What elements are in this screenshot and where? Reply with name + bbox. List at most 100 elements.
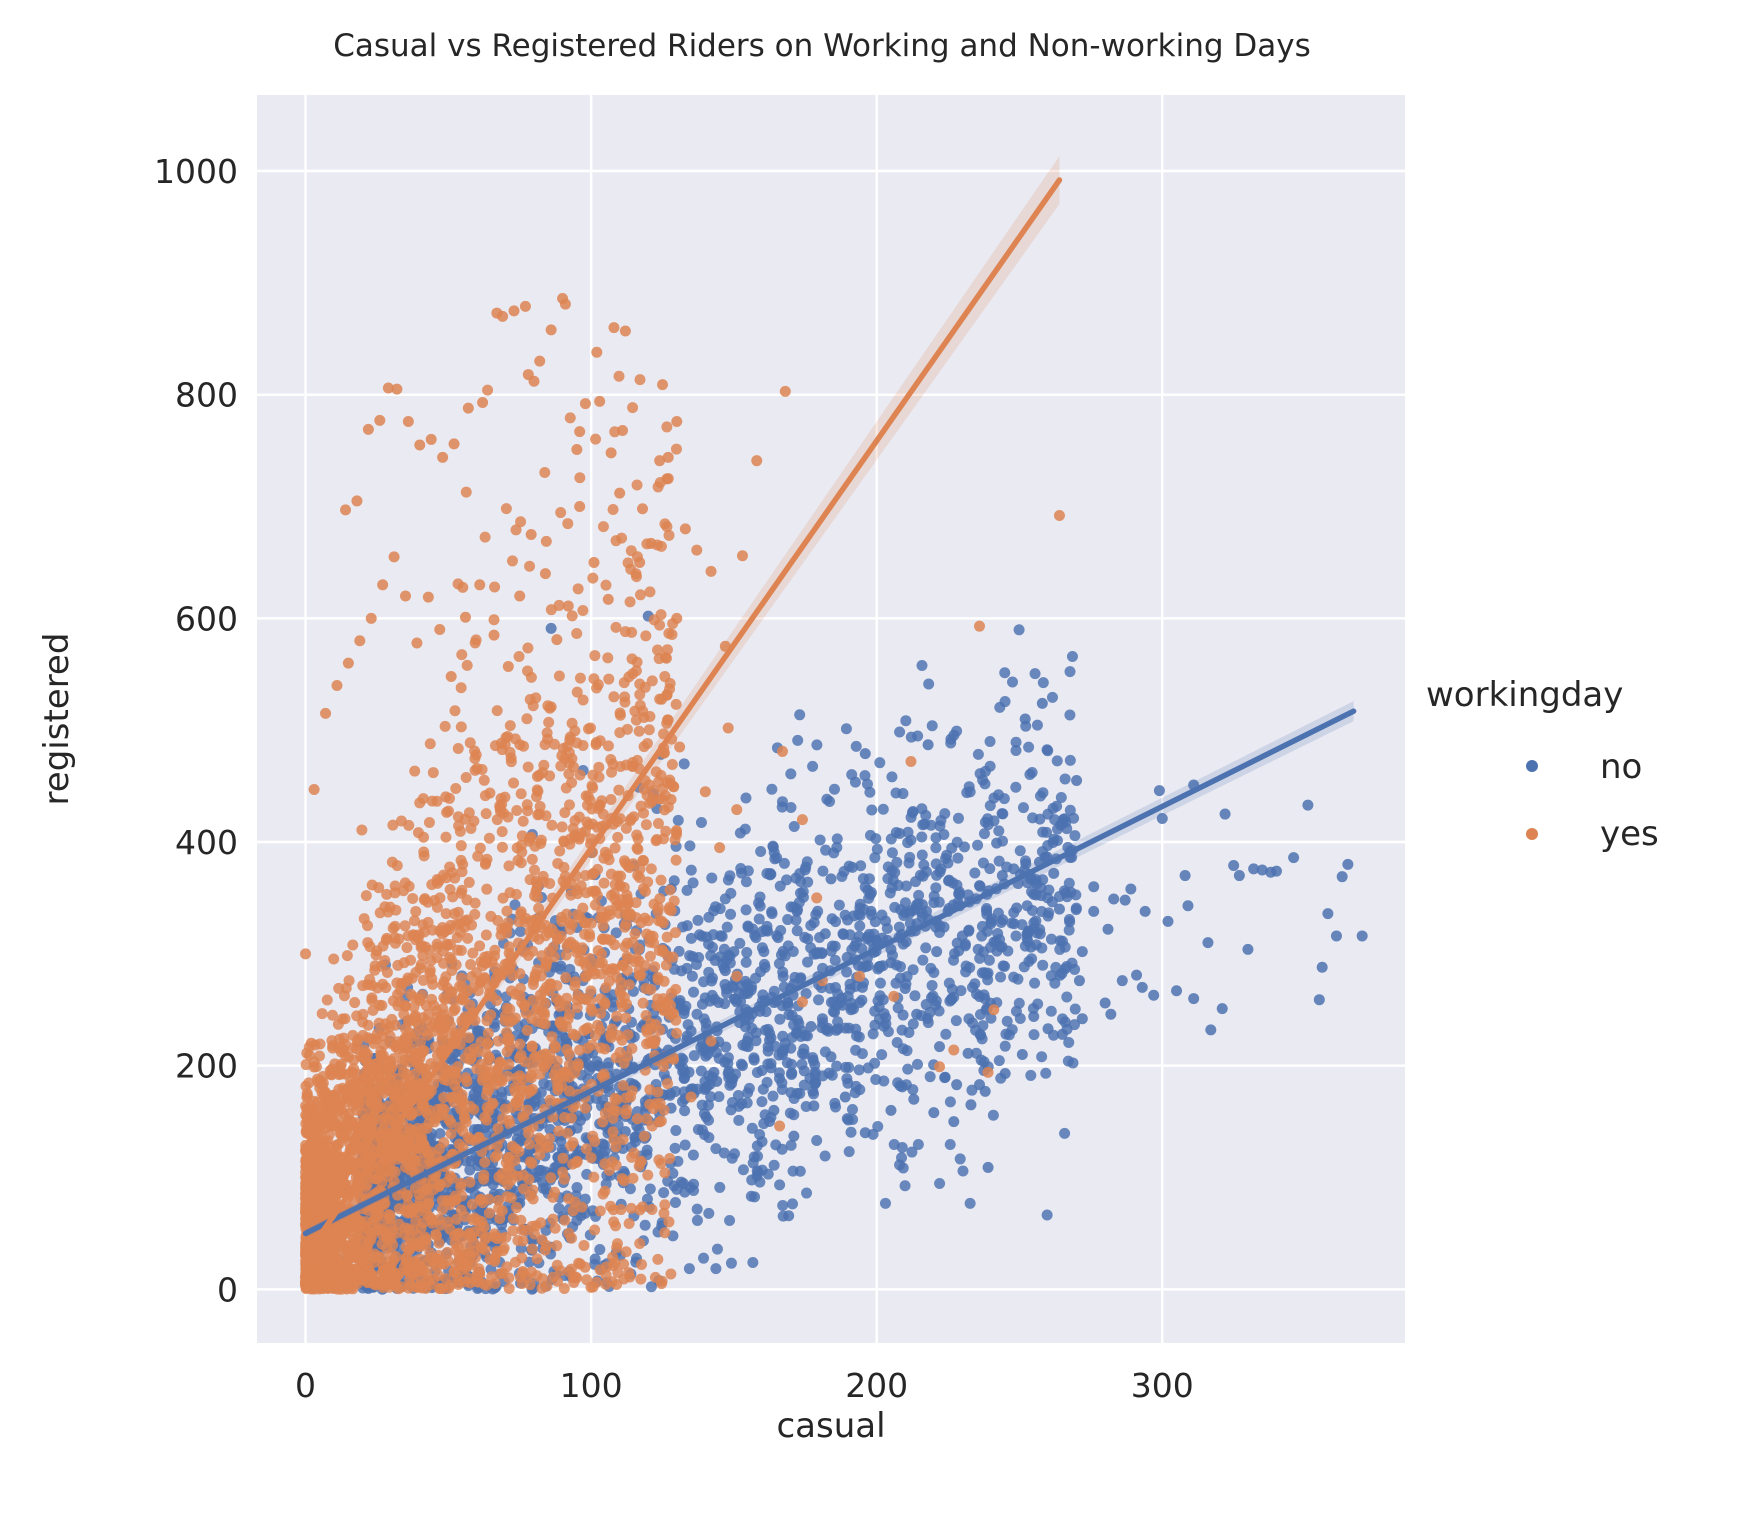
data-point-yes bbox=[521, 713, 533, 725]
data-point-yes bbox=[466, 1198, 478, 1210]
data-point-no bbox=[1016, 919, 1028, 931]
data-point-yes bbox=[640, 819, 652, 831]
data-point-no bbox=[776, 801, 788, 813]
data-point-yes bbox=[636, 1259, 648, 1271]
data-point-yes bbox=[347, 939, 359, 951]
data-point-no bbox=[965, 1099, 977, 1111]
data-point-yes bbox=[641, 1026, 653, 1038]
data-point-yes bbox=[496, 841, 508, 853]
data-point-yes bbox=[620, 1104, 632, 1116]
data-point-no bbox=[1156, 813, 1168, 825]
data-point-no bbox=[996, 870, 1008, 882]
data-point-yes bbox=[438, 1137, 450, 1149]
data-point-yes bbox=[668, 895, 680, 907]
data-point-no bbox=[684, 1181, 696, 1193]
data-point-no bbox=[703, 911, 715, 923]
data-point-yes bbox=[483, 832, 495, 844]
data-point-no bbox=[1042, 892, 1054, 904]
data-point-no bbox=[1028, 917, 1040, 929]
data-point-no bbox=[930, 921, 942, 933]
data-point-no bbox=[1064, 754, 1076, 766]
data-point-no bbox=[910, 876, 922, 888]
data-point-no bbox=[758, 1118, 770, 1130]
data-point-yes bbox=[620, 1246, 632, 1258]
data-point-no bbox=[685, 1025, 697, 1037]
data-point-yes bbox=[611, 1278, 623, 1290]
data-point-yes bbox=[460, 486, 472, 498]
data-point-no bbox=[904, 918, 916, 930]
data-point-yes bbox=[634, 1238, 646, 1250]
data-point-no bbox=[999, 667, 1011, 679]
data-point-no bbox=[695, 1065, 707, 1077]
data-point-no bbox=[1067, 1057, 1079, 1069]
data-point-yes bbox=[658, 1207, 670, 1219]
data-point-no bbox=[747, 1157, 759, 1169]
data-point-no bbox=[669, 1197, 681, 1209]
data-point-yes bbox=[670, 854, 682, 866]
data-point-no bbox=[969, 867, 981, 879]
data-point-no bbox=[792, 734, 804, 746]
data-point-yes bbox=[469, 897, 481, 909]
data-point-yes bbox=[459, 1113, 471, 1125]
data-point-no bbox=[811, 948, 823, 960]
data-point-no bbox=[1028, 1010, 1040, 1022]
data-point-no bbox=[1051, 755, 1063, 767]
data-point-no bbox=[999, 1040, 1011, 1052]
data-point-no bbox=[977, 857, 989, 869]
data-point-no bbox=[788, 1130, 800, 1142]
data-point-no bbox=[1025, 941, 1037, 953]
data-point-yes bbox=[612, 1267, 624, 1279]
data-point-yes bbox=[659, 1199, 671, 1211]
data-point-yes bbox=[530, 1004, 542, 1016]
data-point-yes bbox=[666, 987, 678, 999]
data-point-no bbox=[952, 852, 964, 864]
data-point-no bbox=[1031, 878, 1043, 890]
data-point-no bbox=[902, 837, 914, 849]
data-point-yes bbox=[479, 1156, 491, 1168]
data-point-yes bbox=[528, 864, 540, 876]
data-point-no bbox=[731, 996, 743, 1008]
data-point-no bbox=[688, 986, 700, 998]
series-yes-points bbox=[300, 293, 1065, 1295]
data-point-no bbox=[711, 1075, 723, 1087]
data-point-no bbox=[1076, 946, 1088, 958]
data-point-no bbox=[897, 1162, 909, 1174]
data-point-no bbox=[514, 925, 526, 937]
data-point-no bbox=[721, 921, 733, 933]
data-point-no bbox=[798, 1079, 810, 1091]
data-point-no bbox=[911, 1008, 923, 1020]
data-point-yes bbox=[381, 888, 393, 900]
data-point-no bbox=[685, 932, 697, 944]
data-point-yes bbox=[445, 1128, 457, 1140]
data-point-yes bbox=[664, 1152, 676, 1164]
data-point-no bbox=[973, 880, 985, 892]
data-point-no bbox=[716, 930, 728, 942]
data-point-no bbox=[667, 1167, 679, 1179]
data-point-yes bbox=[525, 1072, 537, 1084]
data-point-no bbox=[977, 774, 989, 786]
data-point-yes bbox=[472, 850, 484, 862]
data-point-no bbox=[811, 1135, 823, 1147]
data-point-yes bbox=[655, 540, 667, 552]
data-point-no bbox=[710, 901, 722, 913]
data-point-no bbox=[811, 739, 823, 751]
data-point-no bbox=[776, 1143, 788, 1155]
data-point-no bbox=[681, 962, 693, 974]
data-point-yes bbox=[621, 723, 633, 735]
data-point-yes bbox=[589, 650, 601, 662]
data-point-no bbox=[1002, 945, 1014, 957]
data-point-yes bbox=[620, 1012, 632, 1024]
data-point-yes bbox=[401, 1190, 413, 1202]
data-point-no bbox=[674, 995, 686, 1007]
data-point-no bbox=[951, 1079, 963, 1091]
data-point-no bbox=[807, 1055, 819, 1067]
data-point-no bbox=[720, 1041, 732, 1053]
data-point-no bbox=[1012, 973, 1024, 985]
data-point-yes bbox=[585, 1152, 597, 1164]
data-point-no bbox=[924, 1071, 936, 1083]
data-point-no bbox=[1017, 802, 1029, 814]
data-point-no bbox=[970, 1024, 982, 1036]
data-point-no bbox=[686, 970, 698, 982]
data-point-yes bbox=[399, 920, 411, 932]
data-point-no bbox=[972, 748, 984, 760]
